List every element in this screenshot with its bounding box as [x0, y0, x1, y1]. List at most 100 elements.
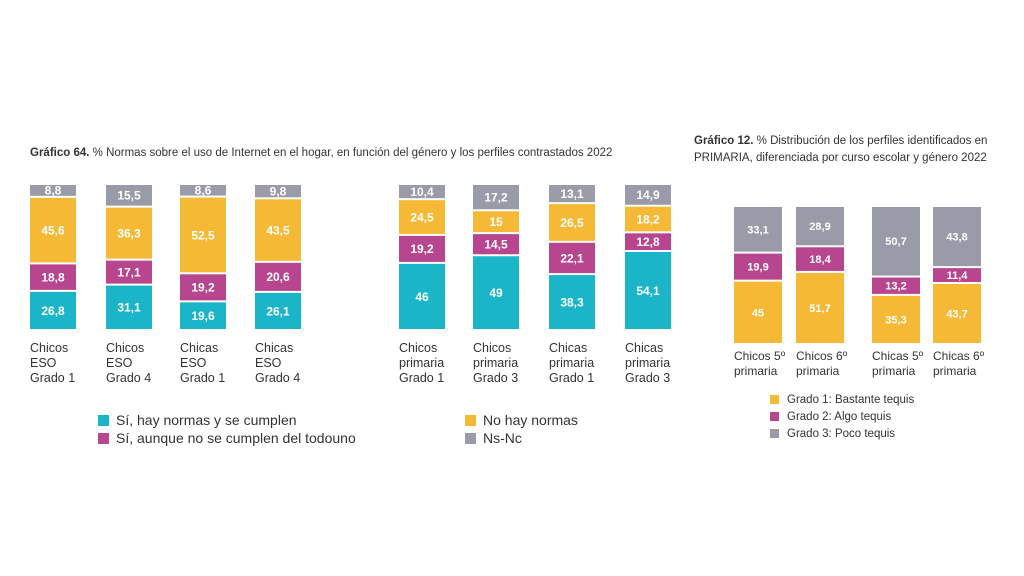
- category-label-c2-3-1: primaria: [933, 364, 977, 378]
- data-label-c1-7-0: 54,1: [636, 284, 660, 298]
- bar-segment-c1-3-2: [255, 199, 301, 261]
- data-label-c1-7-1: 12,8: [636, 235, 660, 249]
- bar-segment-c1-2-2: [180, 197, 226, 273]
- data-label-c1-3-3: 9,8: [270, 184, 287, 198]
- chart2-title: Gráfico 12. % Distribución de los perfil…: [694, 133, 994, 167]
- legend-label: Grado 2: Algo tequis: [787, 410, 892, 423]
- bar-segment-c1-6-1: [549, 242, 595, 274]
- legend-swatch-magenta: [98, 432, 109, 444]
- bar-segment-c1-3-1: [255, 262, 301, 291]
- category-label-c2-2-0: Chicas 5º: [872, 349, 924, 363]
- data-label-c1-2-3: 8,6: [195, 184, 212, 198]
- legend-swatch-gray: [770, 429, 779, 438]
- chart2-title-text: % Distribución de los perfiles identific…: [694, 135, 988, 164]
- data-label-c1-5-2: 15: [489, 215, 503, 229]
- bar-segment-c2-2-2: [872, 207, 920, 276]
- legend-label: Ns-Nc: [483, 430, 522, 446]
- bar-segment-c2-2-0: [872, 295, 920, 343]
- bar-segment-c1-2-0: [180, 302, 226, 329]
- legend-swatch-cyan: [98, 414, 109, 426]
- bar-segment-c1-2-3: [180, 185, 226, 196]
- data-label-c2-2-0: 35,3: [885, 314, 906, 326]
- category-label-c1-6-1: primaria: [549, 356, 594, 370]
- data-label-c1-4-1: 19,2: [410, 242, 434, 256]
- legend-label: Grado 1: Bastante tequis: [787, 393, 915, 406]
- bar-segment-c2-1-2: [796, 207, 844, 246]
- bar-segment-c1-5-2: [473, 211, 519, 233]
- legend-label: Sí, aunque no se cumplen del todouno: [116, 430, 356, 446]
- bar-segment-c1-4-3: [399, 185, 445, 199]
- data-label-c2-3-2: 43,8: [946, 232, 967, 244]
- data-label-c2-2-2: 50,7: [885, 236, 906, 248]
- data-label-c1-3-1: 20,6: [266, 270, 290, 284]
- category-label-c1-1-2: Grado 4: [106, 371, 151, 385]
- category-label-c1-5-2: Grado 3: [473, 371, 518, 385]
- category-label-c1-0-1: ESO: [30, 356, 57, 370]
- category-label-c2-1-0: Chicos 6º: [796, 349, 848, 363]
- bar-segment-c1-6-3: [549, 185, 595, 203]
- data-label-c1-2-2: 52,5: [191, 228, 215, 242]
- category-label-c1-0-0: Chicos: [30, 341, 68, 355]
- data-label-c2-1-0: 51,7: [809, 303, 830, 315]
- bar-segment-c1-0-3: [30, 185, 76, 196]
- bar-segment-c2-0-2: [734, 207, 782, 252]
- legend-swatch-yellow: [770, 395, 779, 404]
- bar-segment-c1-1-0: [106, 285, 152, 329]
- category-label-c2-0-1: primaria: [734, 364, 778, 378]
- category-label-c1-2-2: Grado 1: [180, 371, 225, 385]
- category-label-c1-4-2: Grado 1: [399, 371, 444, 385]
- data-label-c1-2-0: 19,6: [191, 309, 215, 323]
- bar-segment-c2-3-1: [933, 268, 981, 283]
- bar-segment-c1-2-1: [180, 274, 226, 301]
- bar-segment-c1-1-1: [106, 260, 152, 284]
- category-label-c1-1-0: Chicos: [106, 341, 144, 355]
- category-label-c2-1-1: primaria: [796, 364, 840, 378]
- data-label-c1-2-1: 19,2: [191, 281, 215, 295]
- bar-segment-c2-1-1: [796, 247, 844, 271]
- bar-segment-c2-2-1: [872, 277, 920, 294]
- legend-swatch-yellow: [465, 414, 476, 426]
- data-label-c1-4-0: 46: [415, 290, 429, 304]
- data-label-c2-0-1: 19,9: [747, 262, 768, 274]
- legend-item-grado1: Grado 1: Bastante tequis: [770, 391, 914, 408]
- category-label-c1-2-0: Chicas: [180, 341, 218, 355]
- category-label-c1-6-2: Grado 1: [549, 371, 594, 385]
- category-label-c1-4-0: Chicos: [399, 341, 437, 355]
- category-label-c1-4-1: primaria: [399, 356, 444, 370]
- data-label-c1-1-3: 15,5: [117, 189, 141, 203]
- data-label-c1-5-1: 14,5: [484, 238, 508, 252]
- data-label-c1-6-2: 26,5: [560, 216, 584, 230]
- bar-segment-c1-4-1: [399, 235, 445, 262]
- category-label-c2-3-0: Chicas 6º: [933, 349, 985, 363]
- chart1-title-number: Gráfico 64.: [30, 147, 90, 159]
- data-label-c1-0-2: 45,6: [41, 223, 65, 237]
- category-label-c2-0-0: Chicos 5º: [734, 349, 786, 363]
- bar-segment-c1-3-0: [255, 292, 301, 329]
- bar-segment-c1-5-3: [473, 185, 519, 210]
- bar-segment-c1-7-0: [625, 252, 671, 329]
- data-label-c2-3-0: 43,7: [946, 308, 967, 320]
- data-label-c1-5-0: 49: [489, 286, 503, 300]
- chart1-legend-left: Sí, hay normas y se cumplen Sí, aunque n…: [98, 411, 356, 447]
- chart2-title-number: Gráfico 12.: [694, 135, 754, 147]
- bar-segment-c1-7-2: [625, 206, 671, 232]
- data-label-c1-7-2: 18,2: [636, 212, 660, 226]
- data-label-c2-1-2: 28,9: [809, 221, 830, 233]
- legend-label: Sí, hay normas y se cumplen: [116, 412, 297, 428]
- data-label-c1-1-1: 17,1: [117, 265, 141, 279]
- category-label-c1-6-0: Chicas: [549, 341, 587, 355]
- data-label-c1-6-1: 22,1: [560, 251, 584, 265]
- category-label-c1-3-2: Grado 4: [255, 371, 300, 385]
- category-label-c1-7-1: primaria: [625, 356, 670, 370]
- bar-segment-c1-0-1: [30, 264, 76, 290]
- data-label-c1-0-1: 18,8: [41, 270, 65, 284]
- data-label-c1-6-0: 38,3: [560, 295, 584, 309]
- bar-segment-c2-0-0: [734, 281, 782, 343]
- bar-segment-c1-6-0: [549, 275, 595, 329]
- bar-segment-c2-0-1: [734, 253, 782, 280]
- bar-segment-c2-1-0: [796, 272, 844, 343]
- data-label-c2-2-1: 13,2: [885, 281, 906, 293]
- chart1-title-text: % Normas sobre el uso de Internet en el …: [89, 147, 613, 159]
- legend-item-no-normas: No hay normas: [465, 411, 578, 429]
